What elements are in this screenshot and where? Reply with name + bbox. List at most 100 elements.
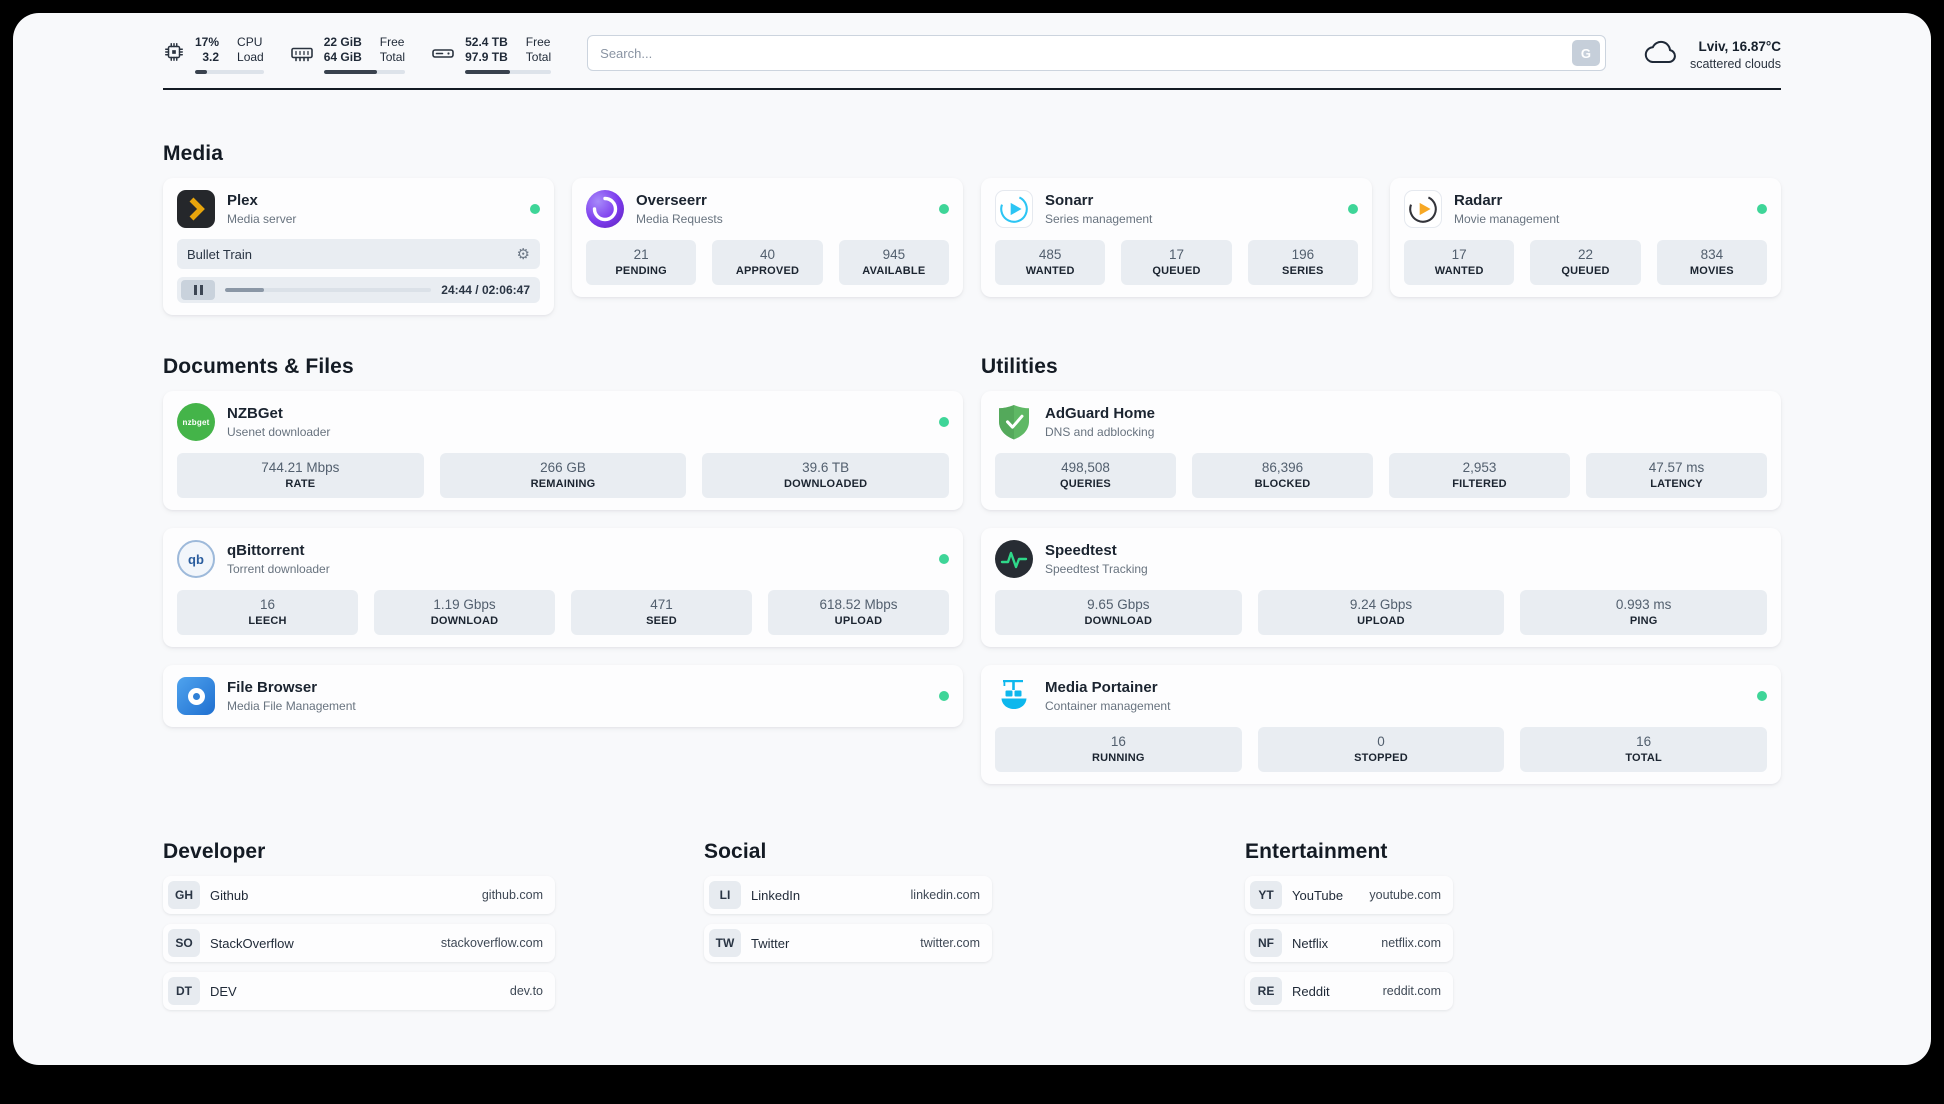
bookmark-item[interactable]: TW Twitter twitter.com: [704, 924, 992, 962]
adguard-shield-icon: [995, 403, 1033, 441]
bookmark-item[interactable]: DT DEV dev.to: [163, 972, 555, 1010]
nzbget-icon: nzbget: [177, 403, 215, 441]
stat-value: 266 GB: [540, 460, 586, 475]
stat-label: PENDING: [615, 265, 667, 277]
radarr-card[interactable]: Radarr Movie management 17 WANTED 22 QUEUED…: [1390, 178, 1781, 297]
stat-label: STOPPED: [1354, 752, 1408, 764]
qbittorrent-card[interactable]: qb qBittorrent Torrent downloader 16 LEEC…: [163, 528, 963, 647]
media-section: Media Plex Media server: [163, 142, 1781, 315]
stat-value: 9.24 Gbps: [1349, 597, 1413, 612]
stat-tile: 744.21 Mbps RATE: [177, 453, 424, 498]
cpu-percent: 17%: [195, 35, 220, 49]
gear-icon[interactable]: ⚙: [516, 245, 530, 263]
stat-value: 17: [1451, 247, 1467, 262]
stat-label: UPLOAD: [1357, 615, 1405, 627]
stat-label: AVAILABLE: [862, 265, 926, 277]
stat-tile: 485 WANTED: [995, 240, 1106, 285]
stat-label: LEECH: [248, 615, 287, 627]
stat-label: APPROVED: [735, 265, 800, 277]
overseerr-card[interactable]: Overseerr Media Requests 21 PENDING 40 APPR…: [572, 178, 963, 297]
bookmark-url: linkedin.com: [910, 888, 980, 902]
bookmark-url: twitter.com: [920, 936, 980, 950]
app-subtitle: Container management: [1045, 699, 1171, 713]
header-divider: [163, 88, 1781, 90]
stat-value: 86,396: [1261, 460, 1304, 475]
plex-icon: [177, 190, 215, 228]
stat-label: QUEUED: [1561, 265, 1610, 277]
bookmark-name: YouTube: [1292, 887, 1344, 903]
bookmark-abbr-chip: NF: [1250, 929, 1282, 957]
storage-free-value: 52.4 TB: [465, 35, 508, 49]
radarr-stats: 17 WANTED 22 QUEUED 834 MOVIES: [1404, 240, 1767, 285]
radarr-icon: [1404, 190, 1442, 228]
bookmark-abbr-chip: YT: [1250, 881, 1282, 909]
stat-value: 2,953: [1462, 460, 1497, 475]
stat-value: 196: [1291, 247, 1315, 262]
status-online-dot: [939, 691, 949, 701]
stat-label: DOWNLOAD: [430, 615, 499, 627]
nzbget-stats: 744.21 Mbps RATE 266 GB REMAINING 39.6 TB DOW…: [177, 453, 949, 498]
stat-label: QUEUED: [1152, 265, 1201, 277]
memory-total-label: Total: [379, 50, 406, 64]
filebrowser-card[interactable]: File Browser Media File Management: [163, 665, 963, 727]
stat-label: REMAINING: [530, 478, 596, 490]
plex-card[interactable]: Plex Media server Bullet Train ⚙ 24:44 /…: [163, 178, 554, 315]
bookmark-abbr-chip: TW: [709, 929, 741, 957]
bookmark-item[interactable]: GH Github github.com: [163, 876, 555, 914]
stat-tile: 196 SERIES: [1247, 240, 1358, 285]
stat-tile: 9.24 Gbps UPLOAD: [1257, 590, 1505, 635]
filebrowser-icon: [177, 677, 215, 715]
stat-value: 16: [259, 597, 276, 612]
bookmark-item[interactable]: SO StackOverflow stackoverflow.com: [163, 924, 555, 962]
stat-value: 945: [882, 247, 906, 262]
stat-tile: 17 WANTED: [1404, 240, 1515, 285]
top-bar: 17% 3.2 CPU Load: [163, 35, 1781, 74]
nzbget-card[interactable]: nzbget NZBGet Usenet downloader 744.21 M…: [163, 391, 963, 510]
stat-label: LATENCY: [1650, 478, 1703, 490]
utilities-section: Utilities AdGuard Home DNS and adblockin…: [981, 355, 1781, 784]
dashboard: 17% 3.2 CPU Load: [13, 13, 1931, 1065]
bookmark-abbr-chip: GH: [168, 881, 200, 909]
stat-tile: 40 APPROVED: [712, 240, 823, 285]
app-subtitle: Media Requests: [636, 212, 723, 226]
stat-tile: 2,953 FILTERED: [1389, 453, 1570, 498]
pause-button[interactable]: [181, 280, 215, 300]
app-subtitle: Usenet downloader: [227, 425, 331, 439]
stat-label: MOVIES: [1689, 265, 1734, 277]
search-input[interactable]: [600, 45, 1572, 61]
developer-section-title: Developer: [163, 840, 266, 863]
bookmark-item[interactable]: NF Netflix netflix.com: [1245, 924, 1453, 962]
app-name: Plex: [227, 192, 258, 209]
app-name: Speedtest: [1045, 542, 1117, 559]
playback-progress-bar[interactable]: [225, 288, 432, 292]
bookmark-item[interactable]: LI LinkedIn linkedin.com: [704, 876, 992, 914]
stat-label: DOWNLOADED: [784, 478, 868, 490]
storage-free-label: Free: [525, 35, 551, 49]
cpu-load-average: 3.2: [202, 50, 220, 64]
speedtest-card[interactable]: Speedtest Speedtest Tracking 9.65 Gbps DO…: [981, 528, 1781, 647]
hard-drive-icon: [431, 41, 455, 74]
qbittorrent-icon: qb: [177, 540, 215, 578]
media-section-title: Media: [163, 142, 224, 165]
sonarr-card[interactable]: Sonarr Series management 485 WANTED 17 QUEU…: [981, 178, 1372, 297]
overseerr-stats: 21 PENDING 40 APPROVED 945 AVAILABLE: [586, 240, 949, 285]
stat-tile: 1.19 Gbps DOWNLOAD: [374, 590, 555, 635]
now-playing-title: Bullet Train: [187, 246, 253, 262]
stat-tile: 86,396 BLOCKED: [1192, 453, 1373, 498]
bookmark-url: dev.to: [509, 984, 543, 998]
bookmark-name: StackOverflow: [210, 935, 294, 951]
now-playing-row: Bullet Train ⚙: [177, 239, 540, 269]
adguard-card[interactable]: AdGuard Home DNS and adblocking 498,508 Q…: [981, 391, 1781, 510]
stat-value: 0.993 ms: [1615, 597, 1672, 612]
stat-value: 498,508: [1061, 460, 1110, 475]
stat-label: QUERIES: [1060, 478, 1111, 490]
bookmark-item[interactable]: RE Reddit reddit.com: [1245, 972, 1453, 1010]
search-engine-button[interactable]: G: [1571, 40, 1600, 66]
stat-value: 485: [1038, 247, 1062, 262]
bookmark-item[interactable]: YT YouTube youtube.com: [1245, 876, 1453, 914]
stat-tile: 0.993 ms PING: [1520, 590, 1767, 635]
portainer-card[interactable]: Media Portainer Container management 16 R…: [981, 665, 1781, 784]
stat-value: 40: [759, 247, 775, 262]
memory-free-value: 22 GiB: [323, 35, 362, 49]
stat-tile: 0 STOPPED: [1257, 727, 1505, 772]
